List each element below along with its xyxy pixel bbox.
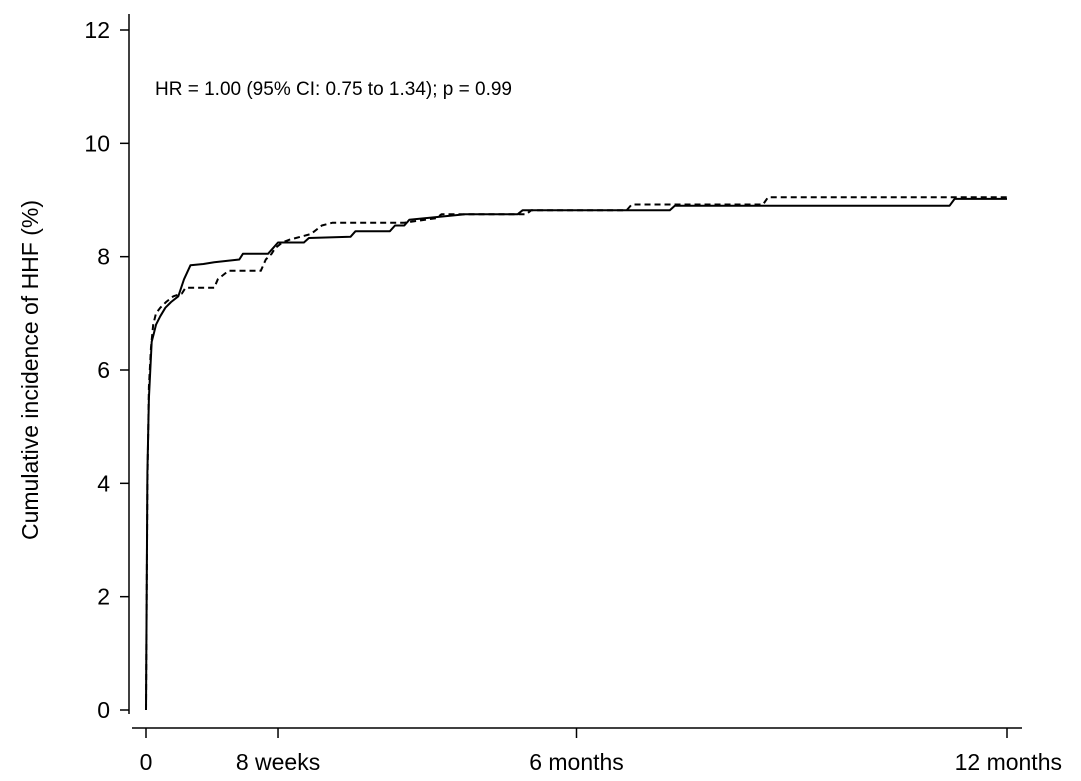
y-axis-title: Cumulative incidence of HHF (%)	[17, 200, 43, 540]
x-tick-label: 6 months	[529, 749, 624, 775]
y-tick-label: 10	[84, 130, 110, 156]
y-tick-label: 0	[97, 697, 110, 723]
y-tick-label: 6	[97, 357, 110, 383]
x-tick-label: 8 weeks	[236, 749, 320, 775]
y-tick-label: 12	[84, 17, 110, 43]
series-layer	[145, 196, 1007, 711]
y-tick-label: 4	[97, 470, 110, 496]
y-axis-ticks: 0 2 4 6 8 10 12	[84, 17, 129, 723]
x-axis-ticks: 0 8 weeks 6 months 12 months	[140, 728, 1062, 775]
x-tick-label: 12 months	[955, 749, 1062, 775]
y-tick-label: 2	[97, 584, 110, 610]
solid-series-line	[145, 197, 1007, 711]
dashed-series-line	[145, 196, 1007, 711]
x-tick-label: 0	[140, 749, 153, 775]
hazard-ratio-annotation: HR = 1.00 (95% CI: 0.75 to 1.34); p = 0.…	[155, 79, 512, 100]
y-tick-label: 8	[97, 244, 110, 270]
